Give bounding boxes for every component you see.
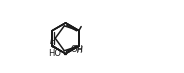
Text: H: H <box>50 37 56 46</box>
Text: HO: HO <box>48 49 61 58</box>
Text: H: H <box>77 46 82 55</box>
Polygon shape <box>52 45 66 54</box>
Polygon shape <box>52 45 66 54</box>
Text: OH: OH <box>70 45 83 54</box>
